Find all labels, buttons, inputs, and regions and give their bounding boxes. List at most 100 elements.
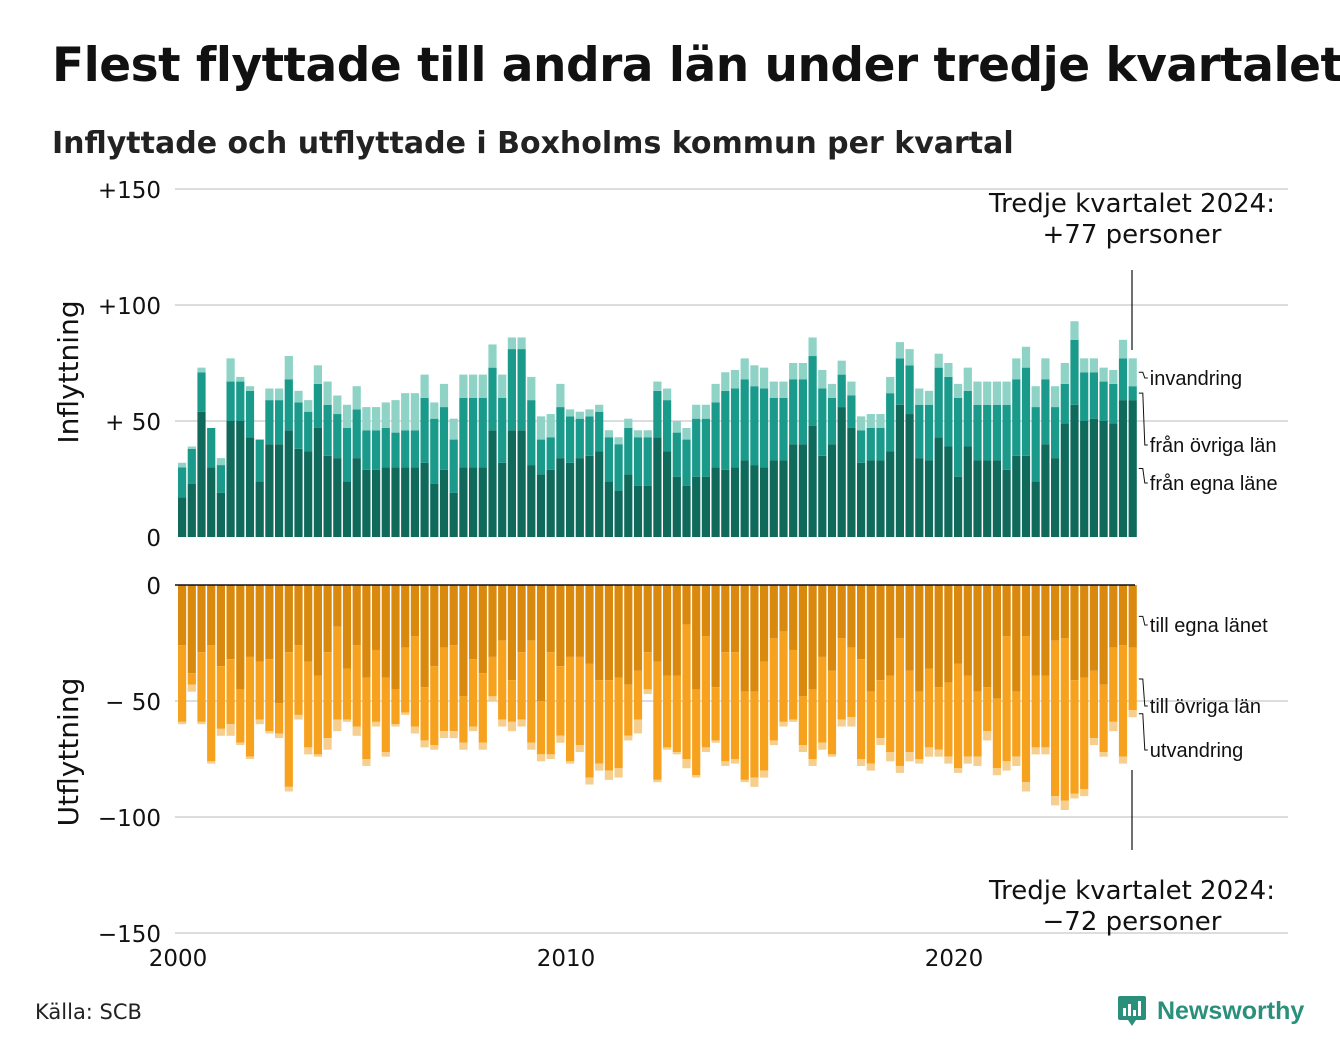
outflow-bar-till-övriga-län — [536, 701, 546, 755]
inflow-bar-från-egna-läne — [847, 427, 856, 537]
outflow-bar-utvandring — [391, 724, 400, 727]
inflow-bar-invandring — [934, 353, 943, 368]
inflow-bar-från-övriga-län — [585, 416, 594, 456]
inflow-bar-från-egna-läne — [216, 492, 225, 537]
inflow-bar-invandring — [1002, 381, 1011, 405]
outflow-bar-till-egna-länet — [236, 585, 245, 690]
outflow-bar-till-egna-länet — [352, 585, 361, 646]
series-labels: invandring från övriga län från egna läne t… — [1138, 368, 1278, 762]
inflow-bar-invandring — [430, 402, 439, 419]
inflow-bar-invandring — [536, 416, 546, 440]
inflow-bar-från-egna-läne — [1080, 421, 1089, 537]
outflow-bar-utvandring — [808, 759, 817, 766]
inflow-bar-från-övriga-län — [905, 365, 914, 415]
inflow-bar-invandring — [1031, 386, 1040, 408]
outflow-bar-till-egna-länet — [1041, 585, 1050, 676]
series-label-leader — [1138, 371, 1148, 379]
annotation-top-line1: Tredje kvartalet 2024: — [988, 189, 1275, 219]
outflow-bar-till-övriga-län — [983, 687, 992, 732]
inflow-bar-invandring — [886, 376, 895, 394]
outflow-bar-utvandring — [1118, 756, 1128, 764]
outflow-bar-utvandring — [245, 756, 255, 759]
outflow-bar-till-egna-länet — [876, 585, 885, 681]
inflow-bar-från-egna-läne — [430, 483, 439, 537]
inflow-bar-från-övriga-län — [536, 439, 546, 475]
outflow-bar-utvandring — [1012, 756, 1021, 766]
inflow-bar-från-egna-läne — [333, 458, 342, 537]
series-label-leader — [1138, 713, 1148, 751]
outflow-bar-utvandring — [585, 777, 594, 785]
inflow-bar-invandring — [857, 416, 866, 431]
outflow-bar-till-övriga-län — [818, 656, 827, 743]
inflow-bar-från-egna-läne — [711, 467, 720, 537]
outflow-bar-utvandring — [1041, 747, 1050, 755]
outflow-bar-till-egna-länet — [391, 585, 400, 690]
inflow-bar-från-egna-läne — [245, 437, 255, 537]
inflow-bar-från-egna-läne — [595, 451, 604, 537]
inflow-bar-från-övriga-län — [410, 430, 419, 468]
inflow-bar-från-egna-läne — [469, 467, 478, 537]
outflow-bar-utvandring — [207, 761, 216, 764]
inflow-bar-från-övriga-län — [478, 397, 487, 468]
outflow-bar-till-egna-länet — [992, 585, 1001, 699]
inflow-bar-invandring — [284, 356, 293, 380]
inflow-bar-från-egna-läne — [536, 474, 546, 537]
inflow-bar-från-övriga-län — [294, 402, 303, 449]
inflow-bar-från-övriga-län — [313, 383, 322, 428]
inflow-bar-från-övriga-län — [459, 397, 468, 468]
outflow-bar-till-övriga-län — [663, 675, 672, 748]
outflow-bar-utvandring — [178, 721, 187, 725]
inflow-bar-invandring — [1070, 321, 1079, 340]
outflow-bar-till-övriga-län — [924, 668, 934, 748]
inflow-bar-från-egna-läne — [653, 437, 662, 537]
inflow-bar-från-egna-läne — [517, 430, 526, 537]
inflow-bar-från-övriga-län — [711, 402, 720, 468]
inflow-bar-invandring — [973, 381, 982, 405]
outflow-bar-till-övriga-län — [944, 682, 953, 757]
outflow-bar-utvandring — [779, 721, 788, 727]
inflow-bar-från-egna-läne — [604, 481, 613, 537]
outflow-bar-till-egna-länet — [381, 585, 390, 678]
outflow-bar-utvandring — [546, 754, 555, 759]
outflow-bar-utvandring — [527, 742, 536, 750]
outflow-bar-till-övriga-län — [886, 675, 895, 753]
outflow-bar-till-egna-länet — [527, 585, 536, 641]
inflow-bar-från-övriga-län — [1012, 379, 1021, 456]
inflow-bar-från-egna-läne — [760, 467, 769, 537]
outflow-bar-till-egna-länet — [449, 585, 458, 646]
inflow-bar-invandring — [304, 400, 313, 412]
inflow-bar-från-egna-läne — [721, 469, 730, 537]
inflow-bar-invandring — [478, 374, 487, 398]
outflow-bar-till-egna-länet — [546, 585, 555, 653]
inflow-bar-från-övriga-län — [633, 437, 643, 486]
inflow-bar-invandring — [711, 383, 720, 403]
inflow-bar-från-egna-läne — [1070, 404, 1079, 537]
inflow-bar-från-egna-läne — [692, 476, 701, 537]
inflow-bar-från-egna-läne — [255, 481, 264, 537]
outflow-bar-utvandring — [954, 768, 963, 773]
inflow-bar-från-övriga-län — [721, 390, 730, 470]
inflow-bar-från-egna-läne — [488, 430, 497, 537]
inflow-bar-från-egna-läne — [857, 462, 866, 537]
outflow-bar-till-egna-länet — [711, 585, 720, 688]
outflow-bar-till-egna-länet — [275, 585, 284, 704]
inflow-bar-invandring — [585, 409, 594, 417]
outflow-bar-till-övriga-län — [711, 687, 720, 741]
outflow-bar-till-egna-länet — [915, 585, 924, 692]
series-label: utvandring — [1150, 740, 1243, 762]
outflow-bar-utvandring — [672, 752, 681, 755]
x-axis-ticks: 2000 2010 2020 — [149, 946, 984, 972]
inflow-bar-från-egna-läne — [643, 485, 652, 537]
outflow-bar-till-egna-länet — [973, 585, 982, 692]
outflow-bar-utvandring — [760, 770, 769, 778]
inflow-bar-invandring — [1051, 386, 1060, 408]
inflow-bar-från-övriga-län — [701, 418, 710, 477]
outflow-bar-till-övriga-län — [216, 666, 225, 729]
inflow-bar-invandring — [439, 383, 449, 408]
inflow-bar-från-övriga-län — [818, 388, 827, 456]
outflow-bar-till-övriga-län — [488, 656, 497, 697]
inflow-bar-från-egna-läne — [963, 446, 972, 537]
outflow-bar-till-egna-länet — [216, 585, 225, 667]
inflow-bar-från-egna-läne — [178, 497, 187, 537]
outflow-bar-utvandring — [469, 726, 478, 732]
